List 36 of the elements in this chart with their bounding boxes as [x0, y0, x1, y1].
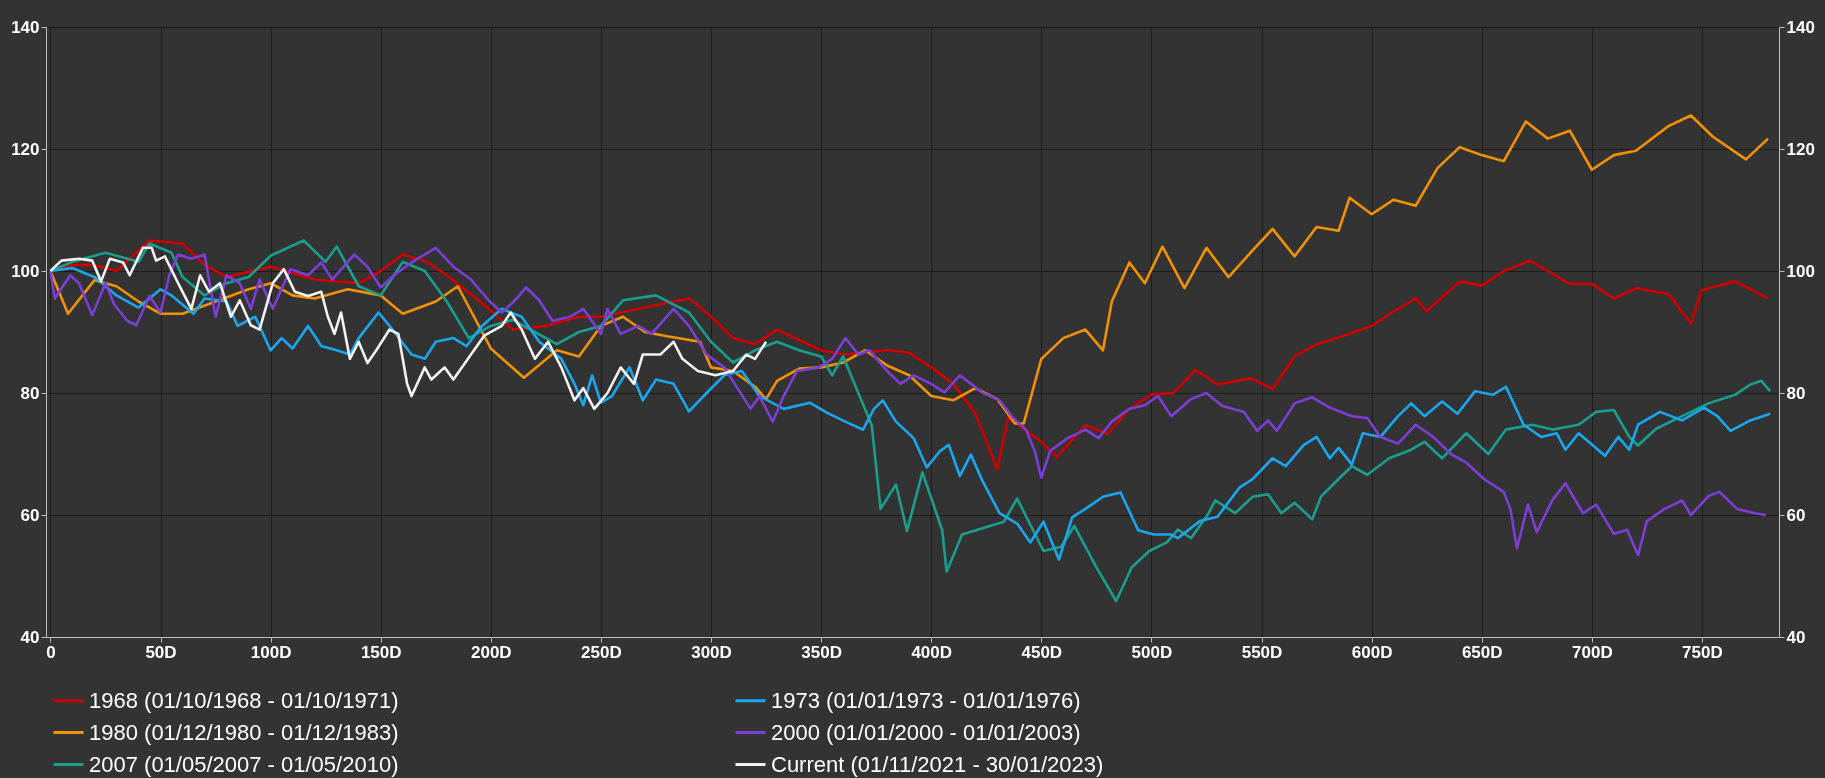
- x-tick-label: 150D: [360, 642, 402, 662]
- y2-tick-label: 140: [1786, 17, 1815, 37]
- legend-label: 2000 (01/01/2000 - 01/01/2003): [771, 719, 1081, 745]
- legend-label: 1973 (01/01/1973 - 01/01/1976): [771, 687, 1081, 713]
- x-tick-label: 0: [46, 642, 56, 662]
- x-tick-label: 650D: [1461, 642, 1503, 662]
- y-tick-label: 80: [20, 383, 40, 403]
- legend-label: 1980 (01/12/1980 - 01/12/1983): [89, 719, 399, 745]
- line-series: [49, 246, 768, 411]
- y2-tick-label: 120: [1786, 139, 1815, 159]
- y-tick-label: 100: [11, 261, 40, 281]
- x-tick-label: 450D: [1021, 642, 1063, 662]
- x-tick-label: 750D: [1682, 642, 1723, 662]
- line-series: [49, 114, 1770, 425]
- x-tick-label: 350D: [801, 642, 842, 662]
- x-tick-label: 550D: [1241, 642, 1283, 662]
- x-tick-label: 500D: [1131, 642, 1173, 662]
- y2-tick-label: 80: [1786, 383, 1806, 403]
- y-tick-label: 120: [11, 139, 40, 159]
- legend-label: Current (01/11/2021 - 30/01/2023): [771, 751, 1104, 777]
- y2-tick-label: 40: [1786, 627, 1806, 647]
- legend-label: 2007 (01/05/2007 - 01/05/2010): [89, 751, 399, 777]
- legend-label: 1968 (01/10/1968 - 01/10/1971): [89, 687, 399, 713]
- x-tick-label: 250D: [581, 642, 622, 662]
- x-tick-label: 600D: [1351, 642, 1393, 662]
- y-tick-label: 40: [20, 627, 40, 647]
- x-tick-label: 400D: [911, 642, 953, 662]
- x-tick-label: 50D: [145, 642, 177, 662]
- x-tick-label: 200D: [470, 642, 512, 662]
- y2-tick-label: 60: [1786, 505, 1806, 525]
- y2-tick-label: 100: [1786, 261, 1815, 281]
- x-tick-label: 300D: [691, 642, 732, 662]
- x-tick-label: 700D: [1572, 642, 1613, 662]
- y-tick-label: 140: [11, 17, 40, 37]
- x-tick-label: 100D: [250, 642, 292, 662]
- y-tick-label: 60: [20, 505, 40, 525]
